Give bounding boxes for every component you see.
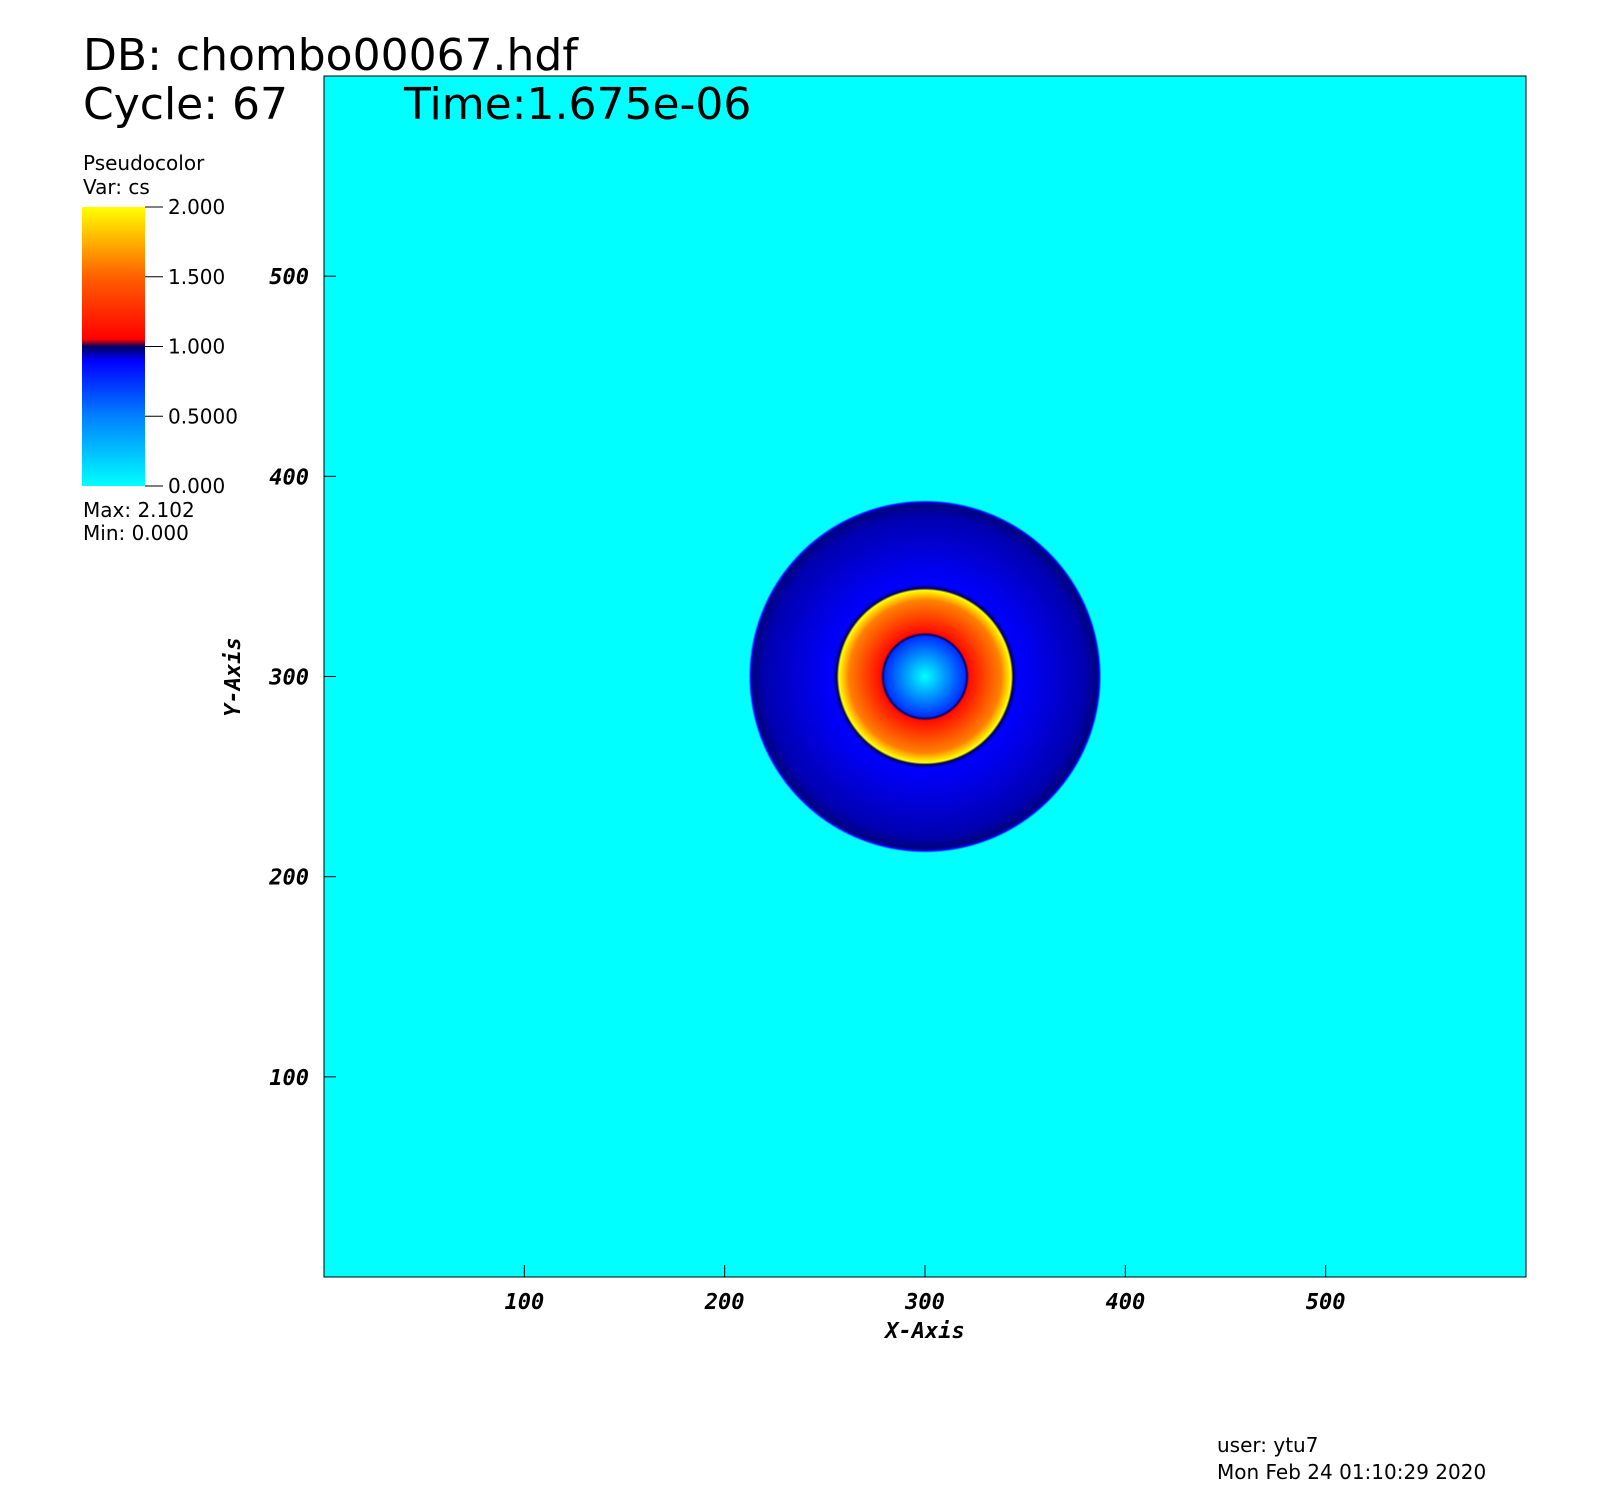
y-tick-label: 100 <box>269 1066 309 1091</box>
y-tick-label: 500 <box>269 265 309 290</box>
colorbar <box>82 207 145 486</box>
y-tick-label: 300 <box>268 666 309 691</box>
colorbar-tick-label: 2.000 <box>168 195 225 219</box>
x-tick-label: 200 <box>704 1290 745 1315</box>
x-tick-label: 100 <box>504 1290 544 1315</box>
y-tick-label: 200 <box>268 866 309 891</box>
db-label: DB: chombo00067.hdf <box>83 30 579 81</box>
cycle-label: Cycle: 67 <box>83 79 288 130</box>
user-label: user: ytu7 <box>1217 1433 1318 1457</box>
legend-min: Min: 0.000 <box>83 521 189 545</box>
x-tick-label: 400 <box>1105 1290 1145 1315</box>
colorbar-tick-label: 0.5000 <box>168 404 238 428</box>
x-tick-label: 300 <box>904 1290 945 1315</box>
field-disk <box>324 76 1526 1277</box>
colorbar-tick-label: 0.000 <box>168 474 225 498</box>
colorbar-tick-label: 1.000 <box>168 335 225 359</box>
legend-max: Max: 2.102 <box>83 498 195 522</box>
legend-title: Pseudocolor <box>83 151 205 175</box>
date-label: Mon Feb 24 01:10:29 2020 <box>1217 1460 1486 1484</box>
x-axis-label: X-Axis <box>883 1319 964 1344</box>
colorbar-tick-label: 1.500 <box>168 265 225 289</box>
y-tick-label: 400 <box>269 465 309 490</box>
x-tick-label: 500 <box>1306 1290 1346 1315</box>
legend-var: Var: cs <box>83 175 150 199</box>
time-label: Time:1.675e-06 <box>403 79 751 130</box>
y-axis-label: Y-Axis <box>221 637 246 716</box>
